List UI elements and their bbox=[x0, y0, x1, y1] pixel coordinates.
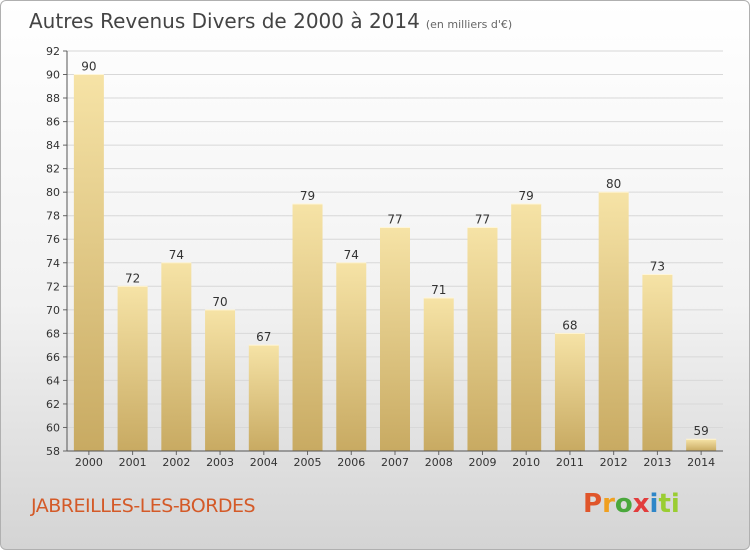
x-tick-label: 2014 bbox=[687, 456, 715, 469]
x-tick-label: 2008 bbox=[425, 456, 453, 469]
data-label: 72 bbox=[125, 271, 140, 285]
y-tick-label: 82 bbox=[46, 163, 60, 176]
y-tick-label: 90 bbox=[46, 69, 60, 82]
chart-title: Autres Revenus Divers de 2000 à 2014 (en … bbox=[29, 9, 512, 33]
y-tick-label: 78 bbox=[46, 210, 60, 223]
data-label: 79 bbox=[519, 189, 534, 203]
y-tick-label: 76 bbox=[46, 233, 60, 246]
x-tick-label: 2000 bbox=[75, 456, 103, 469]
logo-letter: o bbox=[614, 489, 633, 519]
y-tick-label: 80 bbox=[46, 186, 60, 199]
bar bbox=[511, 203, 542, 451]
place-name: JABREILLES-LES-BORDES bbox=[31, 495, 256, 517]
y-tick-label: 60 bbox=[46, 421, 60, 434]
bar bbox=[423, 298, 454, 451]
y-tick-label: 74 bbox=[46, 257, 60, 270]
bar bbox=[73, 74, 104, 451]
data-label: 67 bbox=[256, 330, 271, 344]
bar bbox=[205, 309, 236, 451]
x-tick-label: 2004 bbox=[250, 456, 278, 469]
y-tick-label: 88 bbox=[46, 92, 60, 105]
y-tick-label: 84 bbox=[46, 139, 60, 152]
bars: 90 72 74 70 67 79 74 77 71 77 79 68 80 73 59 bbox=[73, 60, 717, 452]
data-label: 80 bbox=[606, 177, 621, 191]
y-tick-label: 62 bbox=[46, 398, 60, 411]
bar bbox=[686, 439, 717, 451]
data-label: 68 bbox=[562, 318, 577, 332]
logo-letter: x bbox=[632, 489, 650, 519]
bar bbox=[161, 262, 192, 451]
y-tick-label: 68 bbox=[46, 327, 60, 340]
x-tick-label: 2001 bbox=[119, 456, 147, 469]
x-tick-label: 2006 bbox=[337, 456, 365, 469]
data-label: 79 bbox=[300, 189, 315, 203]
x-tick-label: 2010 bbox=[512, 456, 540, 469]
logo-letter: i bbox=[649, 489, 659, 519]
data-label: 77 bbox=[387, 212, 402, 226]
logo-letter: ti bbox=[658, 489, 680, 519]
x-tick-label: 2011 bbox=[556, 456, 584, 469]
axes: 58 60 62 64 66 68 70 72 74 76 78 80 82 84 86 88 90 92 2000… bbox=[46, 45, 723, 469]
x-tick-label: 2009 bbox=[468, 456, 496, 469]
data-label: 73 bbox=[650, 260, 665, 274]
data-label: 70 bbox=[212, 295, 227, 309]
bar bbox=[380, 227, 410, 451]
data-label: 77 bbox=[475, 212, 490, 226]
data-label: 74 bbox=[344, 248, 359, 262]
y-tick-label: 72 bbox=[46, 280, 60, 293]
y-tick-label: 86 bbox=[46, 116, 60, 129]
x-tick-label: 2005 bbox=[294, 456, 322, 469]
data-label: 90 bbox=[81, 60, 96, 74]
chart-unit: (en milliers d'€) bbox=[425, 18, 513, 31]
bar bbox=[642, 274, 673, 451]
bar bbox=[117, 286, 148, 451]
y-tick-label: 58 bbox=[46, 445, 60, 458]
data-label: 74 bbox=[169, 248, 184, 262]
data-label: 59 bbox=[693, 424, 708, 438]
bar bbox=[292, 203, 323, 451]
y-tick-label: 64 bbox=[46, 374, 60, 387]
bar bbox=[554, 333, 585, 451]
x-tick-label: 2013 bbox=[643, 456, 671, 469]
y-tick-label: 92 bbox=[46, 45, 60, 58]
bar bbox=[248, 345, 279, 451]
y-tick-label: 66 bbox=[46, 351, 60, 364]
proxiti-logo: Proxiti bbox=[583, 489, 680, 519]
logo-letter: r bbox=[602, 489, 615, 519]
x-tick-label: 2007 bbox=[381, 456, 409, 469]
data-label: 71 bbox=[431, 283, 446, 297]
y-tick-label: 70 bbox=[46, 304, 60, 317]
x-tick-label: 2003 bbox=[206, 456, 234, 469]
chart-title-text: Autres Revenus Divers de 2000 à 2014 bbox=[29, 9, 420, 33]
bar bbox=[467, 227, 498, 451]
bar bbox=[336, 262, 367, 451]
x-tick-label: 2012 bbox=[600, 456, 628, 469]
bar bbox=[598, 192, 629, 452]
logo-letter: P bbox=[583, 489, 603, 519]
x-tick-label: 2002 bbox=[162, 456, 190, 469]
